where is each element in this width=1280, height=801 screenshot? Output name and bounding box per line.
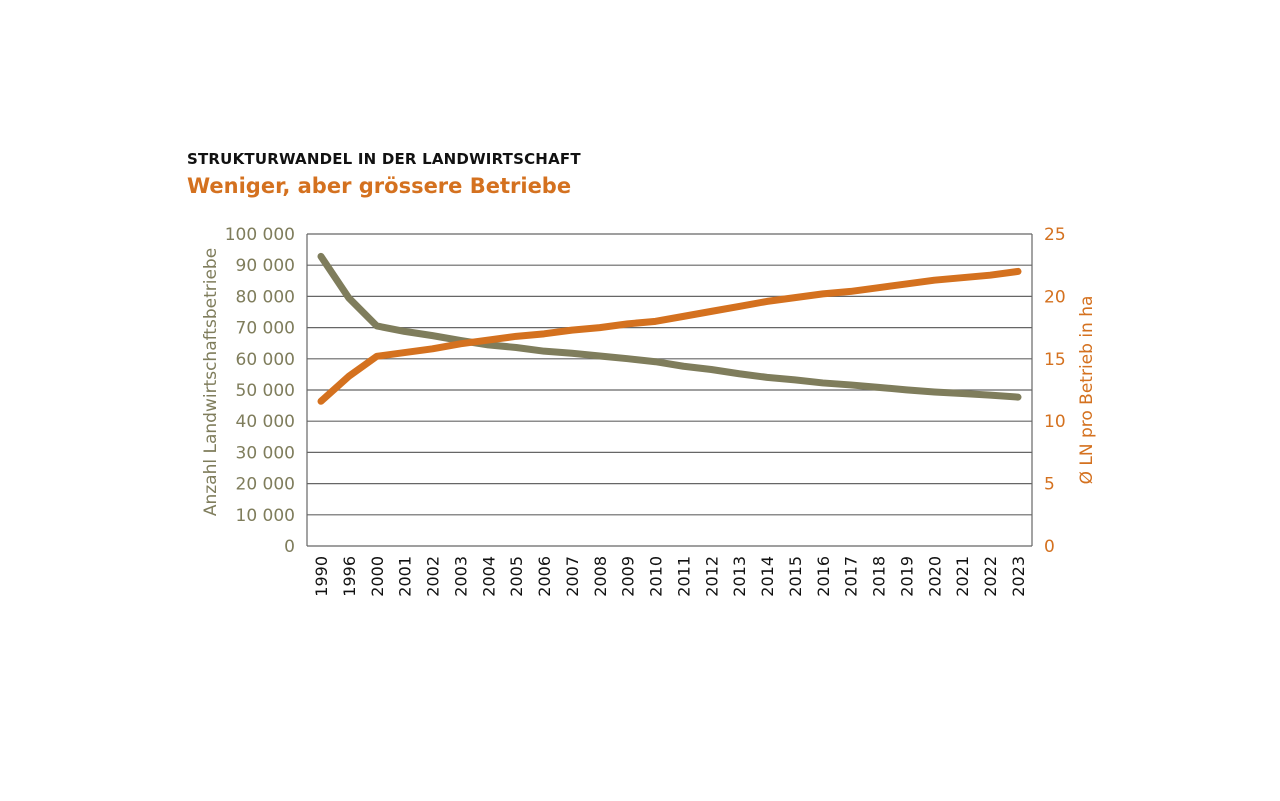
right-tick-label: 20: [1044, 287, 1066, 307]
x-tick-label: 2007: [563, 556, 582, 597]
x-tick-label: 2004: [479, 556, 498, 597]
left-tick-label: 80 000: [236, 287, 295, 307]
x-tick-label: 2020: [925, 556, 944, 597]
left-axis-label: Anzahl Landwirtschaftsbetriebe: [201, 248, 221, 516]
x-tick-label: 1996: [340, 556, 359, 597]
left-tick-label: 50 000: [236, 381, 295, 401]
series-line-betriebe: [317, 252, 1022, 401]
x-tick-label: 2015: [786, 556, 805, 597]
left-tick-label: 90 000: [236, 256, 295, 276]
x-tick-label: 2021: [953, 556, 972, 597]
right-tick-label: 10: [1044, 412, 1066, 432]
left-tick-label: 20 000: [236, 475, 295, 495]
x-tick-label: 2019: [897, 556, 916, 597]
x-tick-label: 2005: [507, 556, 526, 597]
x-tick-label: 2018: [870, 556, 889, 597]
right-tick-label: 0: [1044, 537, 1055, 557]
right-axis-label: Ø LN pro Betrieb in ha: [1077, 296, 1097, 485]
x-tick-label: 2002: [424, 556, 443, 597]
left-tick-label: 30 000: [236, 443, 295, 463]
left-tick-label: 100 000: [225, 225, 295, 245]
right-tick-label: 15: [1044, 350, 1066, 370]
x-tick-label: 2014: [758, 556, 777, 597]
x-tick-label: 1990: [312, 556, 331, 597]
x-tick-label: 2001: [396, 556, 415, 597]
right-tick-label: 25: [1044, 225, 1066, 245]
left-tick-label: 0: [284, 537, 295, 557]
x-tick-label: 2010: [647, 556, 666, 597]
x-tick-label: 2011: [674, 556, 693, 597]
x-tick-label: 2022: [981, 556, 1000, 597]
x-tick-label: 2013: [730, 556, 749, 597]
chart-title: STRUKTURWANDEL IN DER LANDWIRTSCHAFT: [187, 150, 581, 168]
right-tick-label: 5: [1044, 475, 1055, 495]
x-tick-label: 2003: [451, 556, 470, 597]
x-tick-label: 2017: [842, 556, 861, 597]
left-tick-label: 40 000: [236, 412, 295, 432]
left-tick-label: 70 000: [236, 319, 295, 339]
x-tick-label: 2016: [814, 556, 833, 597]
x-tick-label: 2012: [702, 556, 721, 597]
left-tick-label: 10 000: [236, 506, 295, 526]
series-line-flaeche: [317, 267, 1022, 405]
chart-subtitle: Weniger, aber grössere Betriebe: [187, 174, 572, 198]
x-tick-label: 2008: [591, 556, 610, 597]
x-tick-label: 2000: [368, 556, 387, 597]
x-tick-label: 2006: [535, 556, 554, 597]
x-tick-label: 2009: [619, 556, 638, 597]
x-tick-label: 2023: [1009, 556, 1028, 597]
left-tick-label: 60 000: [236, 350, 295, 370]
